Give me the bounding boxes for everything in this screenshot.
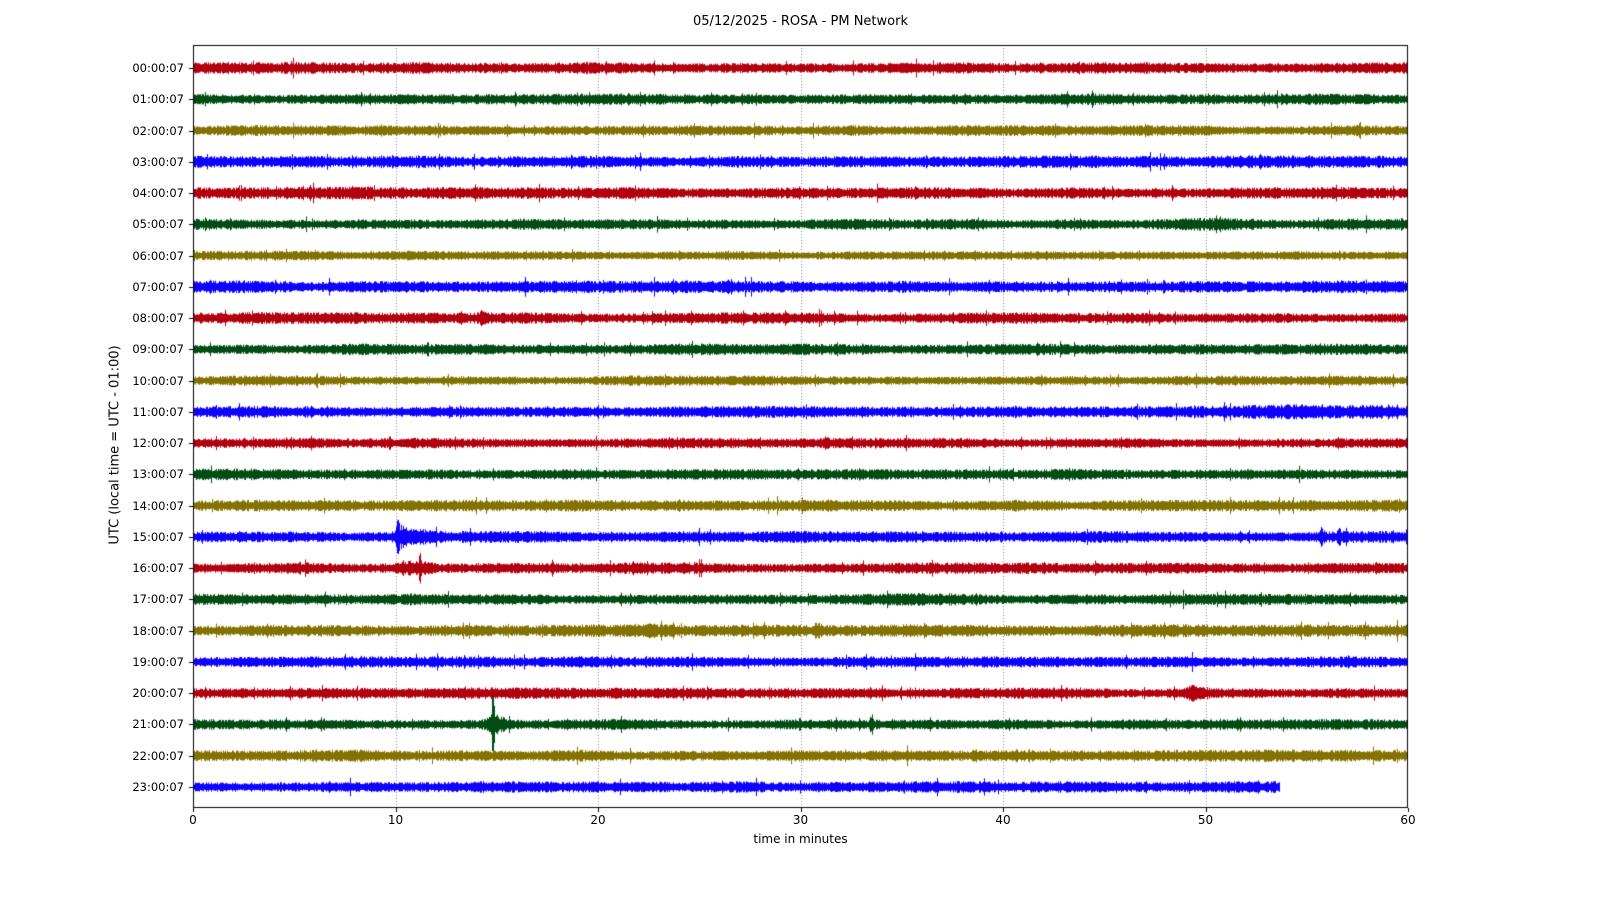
row-time-label: 15:00:07: [132, 529, 184, 544]
x-tick-label: 20: [590, 813, 606, 827]
x-tick-label: 10: [387, 813, 404, 827]
x-tick-label: 40: [995, 813, 1011, 827]
x-tick-label: 30: [792, 813, 809, 827]
x-tick-label: 60: [1400, 813, 1416, 827]
chart-title: 05/12/2025 - ROSA - PM Network: [693, 14, 908, 29]
row-time-label: 14:00:07: [132, 498, 184, 513]
x-tick-label: 50: [1197, 813, 1214, 827]
row-time-label: 06:00:07: [132, 248, 184, 263]
row-time-label: 17:00:07: [132, 592, 184, 607]
x-tick-label: 0: [189, 813, 197, 827]
row-time-label: 10:00:07: [132, 373, 184, 388]
row-time-label: 05:00:07: [132, 217, 184, 232]
row-time-label: 18:00:07: [132, 623, 184, 638]
row-time-label: 03:00:07: [132, 154, 184, 169]
row-time-label: 20:00:07: [132, 686, 184, 701]
row-time-label: 12:00:07: [132, 436, 184, 451]
row-time-label: 04:00:07: [132, 186, 184, 201]
row-time-label: 02:00:07: [132, 123, 184, 138]
row-time-label: 19:00:07: [132, 654, 184, 669]
row-time-label: 01:00:07: [132, 92, 184, 107]
x-axis-label: time in minutes: [753, 832, 848, 846]
row-time-label: 21:00:07: [132, 717, 184, 732]
row-time-label: 00:00:07: [132, 61, 184, 75]
row-time-label: 22:00:07: [132, 748, 184, 763]
row-time-label: 16:00:07: [132, 561, 184, 576]
row-time-label: 09:00:07: [132, 342, 184, 357]
row-time-label: 08:00:07: [132, 311, 184, 326]
row-time-label: 11:00:07: [132, 404, 184, 419]
row-time-label: 23:00:07: [132, 780, 184, 794]
row-time-label: 07:00:07: [132, 279, 184, 294]
row-time-label: 13:00:07: [132, 467, 184, 482]
